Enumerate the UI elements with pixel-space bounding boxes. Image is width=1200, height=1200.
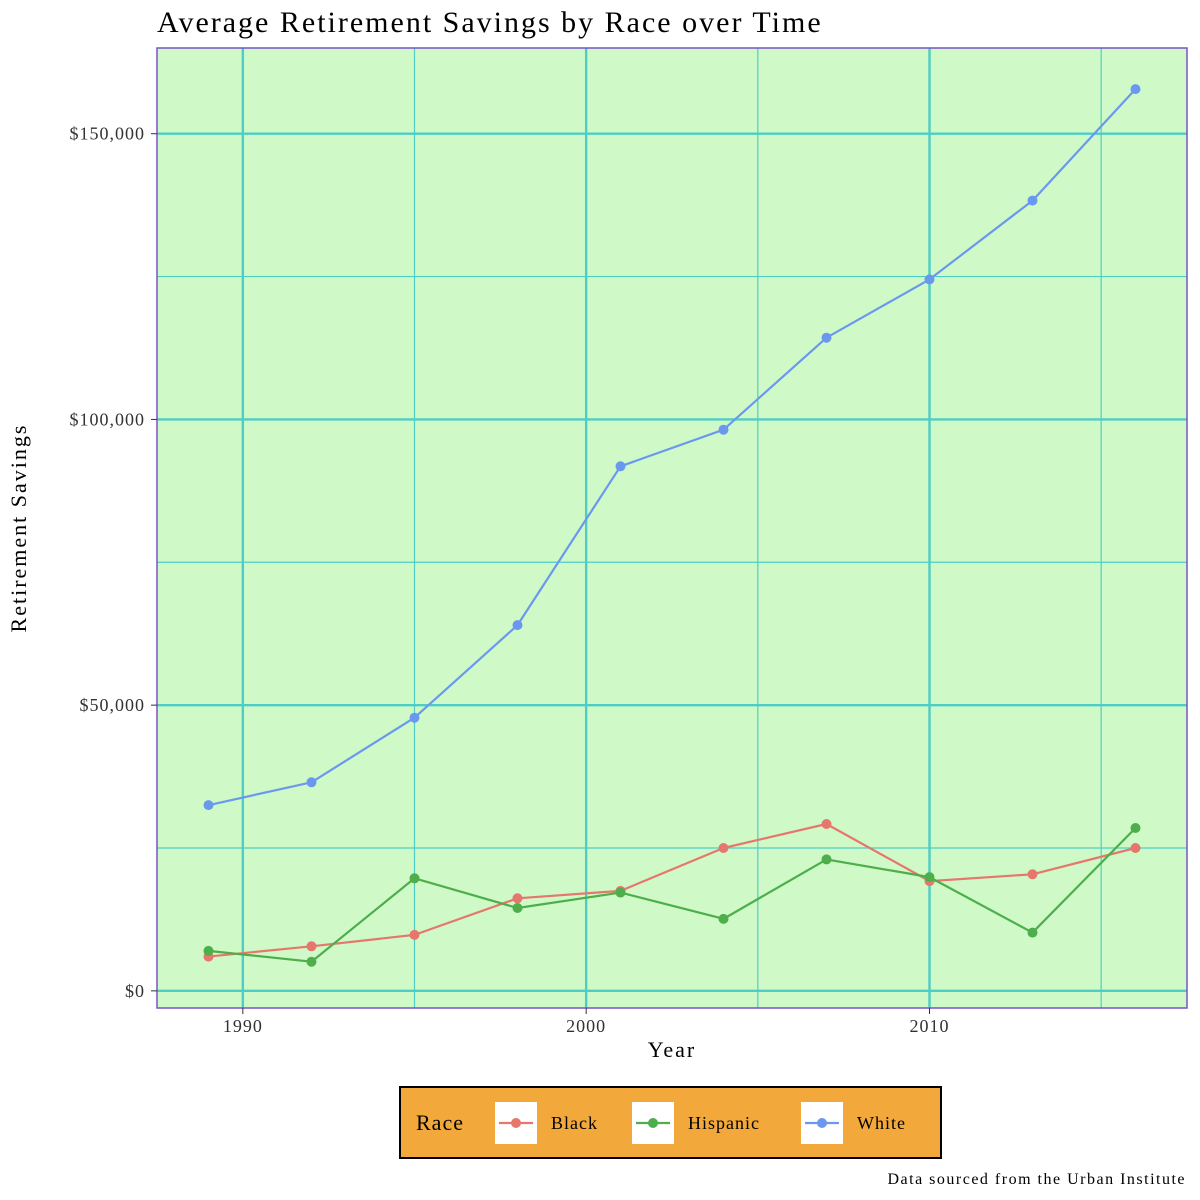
legend-key-point-white xyxy=(817,1118,827,1128)
data-point-white xyxy=(821,332,832,343)
data-point-black xyxy=(306,941,317,952)
legend-item-hispanic: Hispanic xyxy=(632,1102,760,1144)
data-point-hispanic xyxy=(924,872,935,883)
y-tick-label: $50,000 xyxy=(80,695,146,715)
series-hispanic xyxy=(203,823,1141,967)
legend-key-point-black xyxy=(511,1118,521,1128)
data-point-white xyxy=(924,274,935,285)
legend-item-black: Black xyxy=(495,1102,598,1144)
data-point-hispanic xyxy=(615,887,626,898)
x-axis-title: Year xyxy=(648,1037,697,1062)
data-point-hispanic xyxy=(718,913,729,924)
legend-title: Race xyxy=(416,1110,464,1135)
legend-item-white: White xyxy=(801,1102,906,1144)
y-tick-label: $0 xyxy=(125,981,145,1001)
data-point-black xyxy=(1130,843,1141,853)
data-point-white xyxy=(512,620,523,631)
data-point-white xyxy=(306,777,317,788)
legend-key-point-hispanic xyxy=(648,1118,658,1128)
data-point-hispanic xyxy=(306,956,317,967)
y-axis-title: Retirement Savings xyxy=(6,424,31,633)
legend-label-white: White xyxy=(857,1113,906,1133)
plot-panel xyxy=(156,47,1188,1009)
series-line-white xyxy=(208,88,1137,807)
data-point-hispanic xyxy=(821,854,832,865)
legend-label-black: Black xyxy=(551,1113,598,1133)
series-line-hispanic xyxy=(208,827,1137,963)
grid-major xyxy=(157,48,1187,1008)
data-point-hispanic xyxy=(203,945,214,956)
y-tick-label: $150,000 xyxy=(70,124,146,144)
data-point-white xyxy=(1130,84,1141,95)
series-layer xyxy=(203,84,1141,967)
plot-panel-border xyxy=(156,47,1188,1009)
data-point-white xyxy=(615,461,626,472)
data-point-white xyxy=(203,800,214,811)
data-point-black xyxy=(409,929,420,940)
series-line-black xyxy=(208,822,1136,958)
x-tick-label: 2010 xyxy=(910,1016,950,1036)
series-white xyxy=(203,84,1141,811)
x-tick-label: 1990 xyxy=(223,1016,263,1036)
data-point-black xyxy=(821,819,832,829)
legend: Race Black Hispanic White xyxy=(399,1086,942,1159)
y-axis-ticks: $0 $50,000 $100,000 $150,000 xyxy=(70,124,157,1001)
x-tick-label: 2000 xyxy=(566,1016,606,1036)
x-axis-ticks: 1990 2000 2010 xyxy=(223,1008,950,1036)
y-tick-label: $100,000 xyxy=(70,409,146,429)
data-point-black xyxy=(718,843,729,853)
data-point-hispanic xyxy=(409,873,420,884)
chart-title: Average Retirement Savings by Race over … xyxy=(157,6,823,39)
data-point-black xyxy=(1027,869,1038,880)
data-point-white xyxy=(718,424,729,435)
data-point-black xyxy=(512,893,523,904)
plot-panel-background xyxy=(157,48,1187,1008)
data-point-hispanic xyxy=(1027,927,1038,938)
data-point-hispanic xyxy=(1130,823,1141,833)
legend-items: Black Hispanic White xyxy=(495,1102,906,1144)
data-point-hispanic xyxy=(512,903,523,913)
legend-label-hispanic: Hispanic xyxy=(688,1113,760,1133)
data-point-white xyxy=(409,712,420,723)
chart-caption: Data sourced from the Urban Institute xyxy=(887,1171,1186,1188)
grid-minor xyxy=(157,48,1187,1008)
data-point-white xyxy=(1027,195,1038,206)
